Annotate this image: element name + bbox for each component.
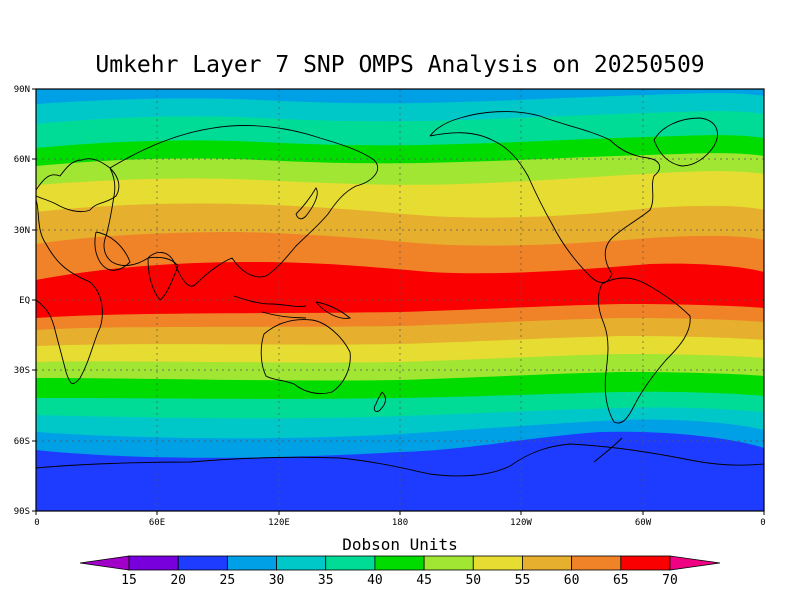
colorbar-ticks: 15 20 25 30 35 40 45 50 55 60 65 70 xyxy=(121,573,678,588)
colorbar-box xyxy=(472,555,523,571)
lon-axis: 0 60E 120E 180 120W 60W 0 xyxy=(34,511,766,528)
colorbar-box xyxy=(177,555,228,571)
colorbar-high-arrow xyxy=(669,555,721,571)
colorbar-tick-label: 70 xyxy=(662,573,678,588)
lon-label: 120W xyxy=(510,518,532,528)
colorbar-tick-label: 45 xyxy=(416,573,432,588)
antarctica-outline xyxy=(36,443,764,477)
colorbar-tick-label: 40 xyxy=(367,573,383,588)
gridlines xyxy=(36,89,764,511)
indonesia-outline xyxy=(233,295,307,319)
colorbar-tick-label: 60 xyxy=(564,573,580,588)
new-zealand-outline xyxy=(373,391,387,413)
lat-label: EQ xyxy=(19,296,30,306)
lon-label: 60W xyxy=(635,518,652,528)
lat-label: 60S xyxy=(14,437,30,447)
lat-label: 90S xyxy=(14,507,30,517)
colorbar-title: Dobson Units xyxy=(342,535,458,554)
australia-outline xyxy=(260,319,351,395)
lat-label: 30S xyxy=(14,366,30,376)
colorbar-box xyxy=(620,555,671,571)
coastlines xyxy=(36,111,764,477)
greenland-outline xyxy=(653,117,718,167)
india-outline xyxy=(147,256,179,301)
colorbar-tick-label: 30 xyxy=(269,573,285,588)
colorbar-box xyxy=(423,555,474,571)
lon-label: 0 xyxy=(760,518,765,528)
north-america-outline xyxy=(429,111,661,283)
africa-outline xyxy=(36,199,103,385)
lon-label: 0 xyxy=(34,518,39,528)
lon-label: 180 xyxy=(392,518,408,528)
lat-axis: 90N 60N 30N EQ 30S 60S 90S xyxy=(14,85,36,517)
map-title: Umkehr Layer 7 SNP OMPS Analysis on 2025… xyxy=(95,52,705,78)
colorbar-tick-label: 20 xyxy=(170,573,186,588)
japan-outline xyxy=(295,187,318,220)
lon-label: 60E xyxy=(149,518,165,528)
colorbar-box xyxy=(571,555,622,571)
colorbar-box xyxy=(226,555,277,571)
lat-label: 90N xyxy=(14,85,30,95)
colorbar-tick-label: 35 xyxy=(318,573,334,588)
antarctic-peninsula xyxy=(593,437,623,463)
colorbar-tick-label: 65 xyxy=(613,573,629,588)
colorbar xyxy=(79,555,721,571)
colorbar-low-arrow xyxy=(79,555,130,571)
colorbar-tick-label: 50 xyxy=(465,573,481,588)
colorbar-tick-label: 25 xyxy=(220,573,236,588)
colorbar-tick-label: 55 xyxy=(515,573,531,588)
lon-label: 120E xyxy=(268,518,290,528)
south-america-outline xyxy=(597,277,691,424)
new-guinea-outline xyxy=(315,301,352,319)
asia-outline xyxy=(103,125,379,287)
arabia-outline xyxy=(94,231,131,271)
colorbar-box xyxy=(325,555,376,571)
europe-outline xyxy=(36,158,120,213)
colorbar-tick-label: 15 xyxy=(121,573,137,588)
colorbar-box xyxy=(276,555,327,571)
lat-label: 60N xyxy=(14,155,30,165)
lat-label: 30N xyxy=(14,226,30,236)
colorbar-box xyxy=(128,555,179,571)
colorbar-box xyxy=(374,555,425,571)
colorbar-box xyxy=(522,555,573,571)
